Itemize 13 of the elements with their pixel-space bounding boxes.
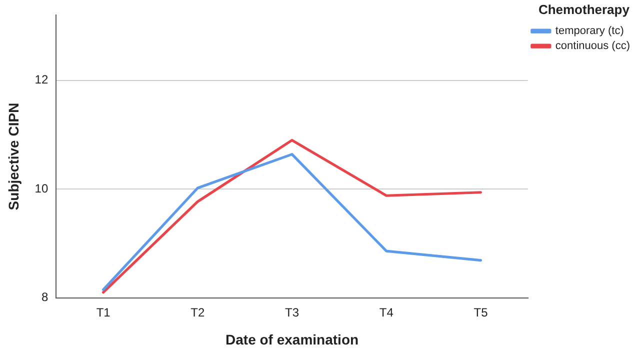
y-tick-label: 10 xyxy=(34,181,48,196)
y-tick-label: 12 xyxy=(34,72,48,87)
x-tick-label: T2 xyxy=(190,305,205,320)
legend-label: temporary (tc) xyxy=(555,25,624,38)
x-tick-label: T5 xyxy=(474,305,488,320)
y-axis-title: Subjective CIPN xyxy=(5,102,22,210)
x-tick-label: T4 xyxy=(379,305,394,320)
x-axis-title: Date of examination xyxy=(226,331,359,348)
legend-title: Chemotherapy xyxy=(538,2,630,18)
x-tick-label: T3 xyxy=(285,305,300,320)
legend-label: continuous (cc) xyxy=(555,40,630,52)
x-tick-label: T1 xyxy=(96,305,111,320)
y-tick-label: 8 xyxy=(41,290,48,304)
